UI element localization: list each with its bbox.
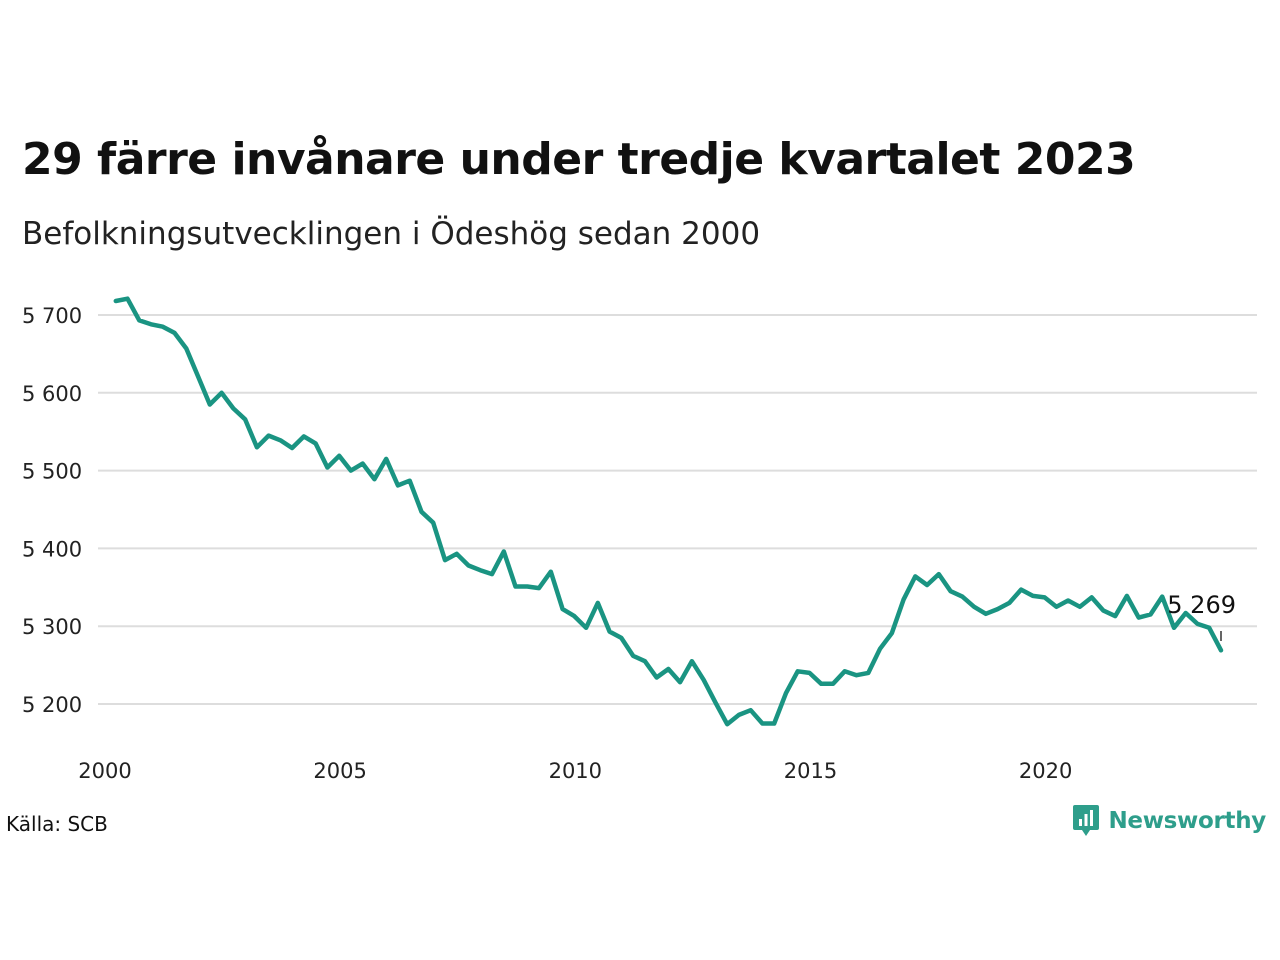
series-line	[113, 296, 1224, 727]
y-tick-label: 5 200	[22, 693, 82, 717]
end-value-label: 5 269	[1167, 591, 1236, 619]
chart-title: 29 färre invånare under tredje kvartalet…	[22, 134, 1136, 185]
brand-name: Newsworthy	[1108, 808, 1266, 834]
y-tick-label: 5 400	[22, 537, 82, 561]
y-tick-label: 5 300	[22, 615, 82, 639]
y-tick-label: 5 700	[22, 304, 82, 328]
gridlines	[98, 314, 1257, 705]
x-tick-label: 2010	[549, 759, 602, 783]
newsworthy-logo-icon	[1073, 805, 1100, 836]
x-tick-label: 2005	[313, 759, 366, 783]
annotations: 5 269	[1167, 591, 1236, 641]
x-tick-label: 2000	[78, 759, 131, 783]
x-axis-tick-labels: 2000 2005 2010 2015 2020	[78, 759, 1072, 783]
chart-subtitle: Befolkningsutvecklingen i Ödeshög sedan …	[22, 216, 761, 252]
y-tick-label: 5 500	[22, 460, 82, 484]
series	[113, 296, 1224, 727]
y-tick-label: 5 600	[22, 382, 82, 406]
source-note: Källa: SCB	[6, 812, 108, 836]
x-tick-label: 2015	[784, 759, 837, 783]
y-axis-tick-labels: 5 200 5 300 5 400 5 500 5 600 5 700	[22, 304, 82, 717]
brand: Newsworthy	[1072, 804, 1266, 838]
x-tick-label: 2020	[1019, 759, 1072, 783]
